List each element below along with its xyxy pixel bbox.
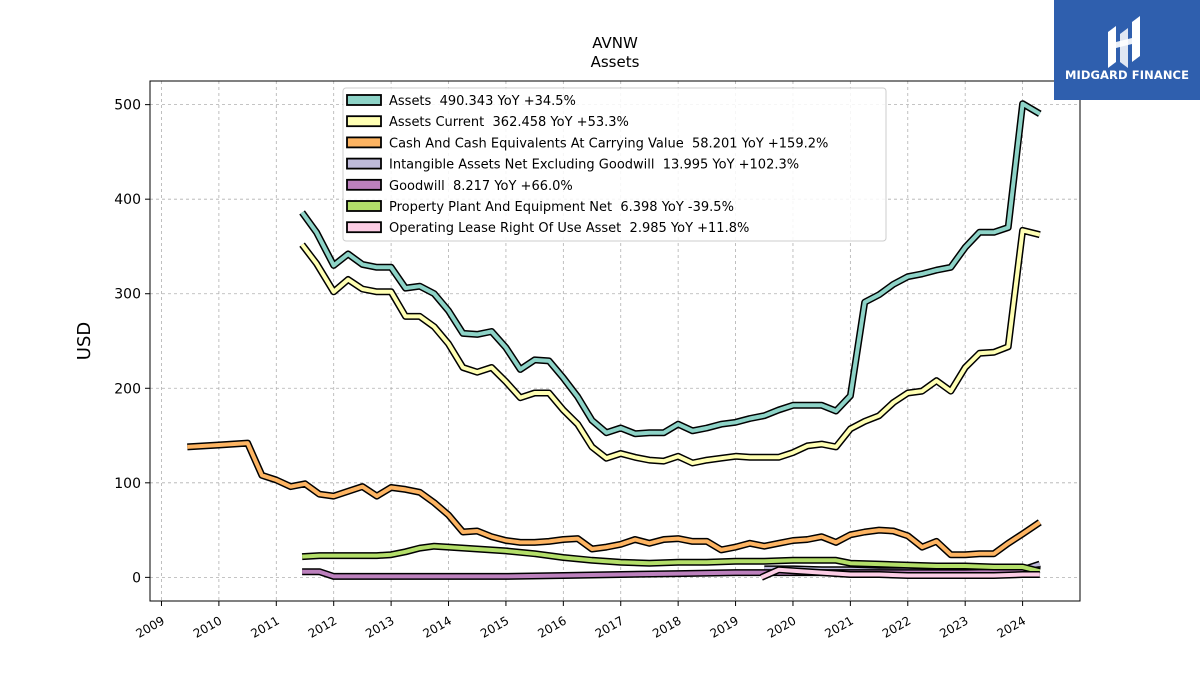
x-tick-label: 2015	[478, 613, 511, 640]
logo-text: MIDGARD FINANCE	[1064, 68, 1190, 82]
legend-value: 58.201	[684, 136, 738, 151]
legend-series-name: Cash And Cash Equivalents At Carrying Va…	[389, 136, 684, 151]
x-tick-label: 2020	[765, 613, 798, 640]
series-lines	[187, 100, 1042, 581]
legend-value: 13.995	[655, 158, 709, 173]
series-line	[301, 544, 1041, 574]
x-tick-label: 2011	[248, 613, 281, 640]
y-tick-label: 400	[114, 192, 141, 208]
legend: Assets 490.343 YoY +34.5% Assets Current …	[342, 87, 887, 242]
x-tick-label: 2018	[650, 613, 683, 640]
legend-series-name: Goodwill	[389, 179, 445, 194]
series-0	[299, 100, 1042, 438]
legend-yoy: YoY +66.0%	[490, 179, 573, 194]
legend-entry: Property Plant And Equipment Net 6.398 Y…	[389, 200, 734, 215]
legend-swatch	[346, 94, 382, 106]
legend-series-name: Intangible Assets Net Excluding Goodwill	[389, 158, 655, 173]
x-tick-label: 2024	[995, 613, 1028, 640]
series-2	[187, 439, 1042, 559]
series-6	[759, 566, 1040, 581]
legend-entry: Goodwill 8.217 YoY +66.0%	[389, 179, 573, 194]
legend-swatch	[346, 200, 382, 212]
legend-entry: Cash And Cash Equivalents At Carrying Va…	[389, 136, 828, 151]
legend-series-name: Operating Lease Right Of Use Asset	[389, 221, 621, 236]
legend-yoy: YoY +53.3%	[546, 115, 629, 130]
x-tick-label: 2012	[306, 613, 339, 640]
series-line	[300, 228, 1041, 465]
legend-series-name: Property Plant And Equipment Net	[389, 200, 612, 215]
y-tick-label: 300	[114, 287, 141, 303]
series-1	[299, 226, 1041, 467]
legend-entry: Assets Current 362.458 YoY +53.3%	[389, 115, 629, 130]
series-line	[760, 567, 1040, 580]
legend-value: 8.217	[445, 179, 490, 194]
x-tick-label: 2021	[822, 613, 855, 640]
series-line	[300, 101, 1041, 436]
series-5	[301, 542, 1041, 575]
x-tick-label: 2010	[191, 613, 224, 640]
plot-frame	[149, 80, 1081, 602]
legend-entry: Operating Lease Right Of Use Asset 2.985…	[389, 221, 749, 236]
legend-value: 6.398	[612, 200, 657, 215]
y-tick-label: 0	[132, 570, 141, 586]
y-tick-label: 500	[114, 98, 141, 114]
series-line	[187, 441, 1041, 557]
legend-box	[342, 87, 887, 242]
chart-subtitle: Assets	[591, 53, 640, 71]
y-tick-label: 200	[114, 381, 141, 397]
x-tick-label: 2009	[134, 613, 167, 640]
legend-yoy: YoY +159.2%	[738, 136, 829, 151]
chart-title: AVNW	[592, 34, 638, 52]
x-tick-label: 2014	[421, 613, 454, 640]
legend-entry: Intangible Assets Net Excluding Goodwill…	[389, 158, 799, 173]
x-tick-label: 2019	[708, 613, 741, 640]
legend-swatch	[346, 221, 382, 234]
legend-value: 490.343	[431, 94, 493, 109]
legend-yoy: YoY +11.8%	[667, 221, 750, 236]
x-tick-label: 2017	[593, 613, 626, 640]
legend-value: 362.458	[484, 115, 546, 130]
x-tick-label: 2013	[363, 613, 396, 640]
x-tick-label: 2023	[937, 613, 970, 640]
legend-yoy: YoY -39.5%	[658, 200, 734, 215]
legend-swatch	[346, 157, 382, 170]
y-tick-label: 100	[114, 476, 141, 492]
legend-swatch	[346, 178, 382, 191]
logo-mark-icon	[1108, 16, 1140, 68]
legend-swatch	[346, 115, 382, 128]
brand-logo: MIDGARD FINANCE	[1054, 0, 1200, 100]
legend-swatch	[346, 136, 382, 149]
x-tick-label: 2022	[880, 613, 913, 640]
y-axis-label: USD	[74, 322, 95, 360]
legend-yoy: YoY +34.5%	[493, 94, 576, 109]
legend-series-name: Assets Current	[389, 115, 484, 130]
x-tick-label: 2016	[535, 613, 568, 640]
legend-value: 2.985	[621, 221, 666, 236]
legend-entry: Assets 490.343 YoY +34.5%	[389, 94, 576, 109]
legend-yoy: YoY +102.3%	[708, 158, 799, 173]
legend-series-name: Assets	[389, 94, 432, 109]
